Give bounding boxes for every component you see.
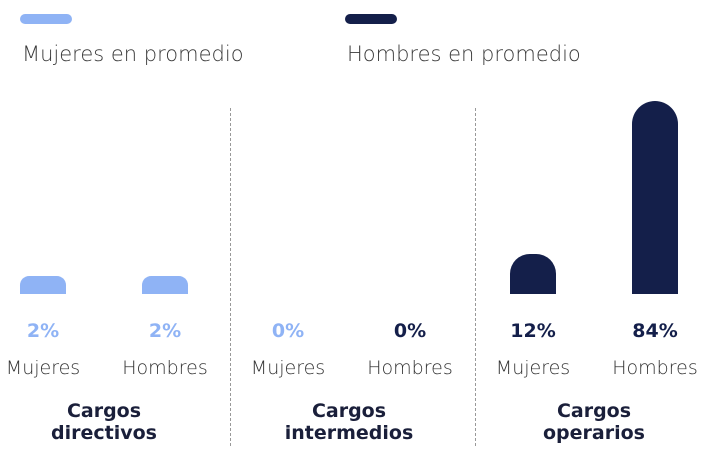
bar <box>20 275 66 294</box>
legend-swatch <box>345 14 397 24</box>
legend-swatch <box>20 14 72 24</box>
category-label: Cargos intermedios <box>284 400 414 444</box>
bar-label: Hombres <box>612 357 698 379</box>
divider <box>230 108 231 446</box>
value-label: 2% <box>26 320 60 342</box>
legend-label: Mujeres en promedio <box>22 42 244 66</box>
value-label: 12% <box>510 320 556 342</box>
value-label: 2% <box>148 320 182 342</box>
bar-label: Mujeres <box>5 357 81 379</box>
bar <box>510 254 556 294</box>
legend-label: Hombres en promedio <box>347 42 581 66</box>
bar <box>632 101 678 294</box>
category-label: Cargos operarios <box>543 400 645 444</box>
bar-label: Hombres <box>122 357 208 379</box>
bar <box>142 275 188 294</box>
value-label: 84% <box>632 320 678 342</box>
divider <box>475 108 476 446</box>
value-label: 0% <box>393 320 427 342</box>
bar-label: Mujeres <box>495 357 571 379</box>
value-label: 0% <box>271 320 305 342</box>
bar-label: Mujeres <box>250 357 326 379</box>
category-label: Cargos directivos <box>51 400 157 444</box>
bar-label: Hombres <box>367 357 453 379</box>
